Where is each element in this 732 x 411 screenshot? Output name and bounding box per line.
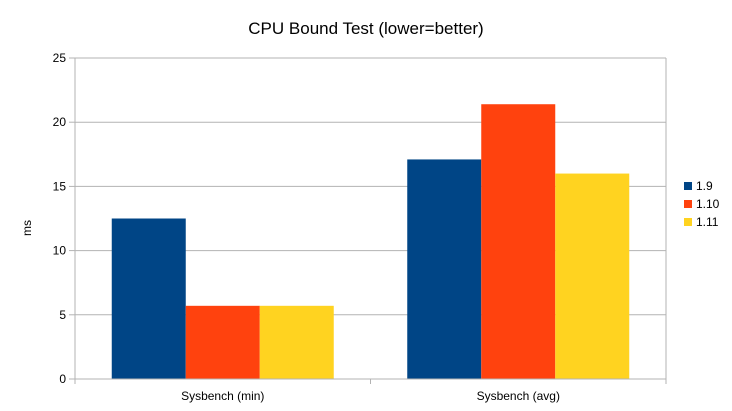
bar-1-10-1 [481,104,556,379]
legend-label: 1.10 [696,197,720,211]
y-tick-label: 20 [53,115,67,129]
x-tick-label: Sysbench (min) [181,389,264,403]
bar-1-11-0 [259,305,334,379]
x-tick-label: Sysbench (avg) [477,389,560,403]
y-axis-label: ms [20,220,34,236]
y-tick-label: 25 [53,51,67,65]
legend-swatch [684,182,692,190]
y-tick-label: 0 [59,372,66,386]
bar-1-11-1 [555,173,630,379]
y-tick-label: 10 [53,244,67,258]
y-axis-ticks: 0 5 10 15 20 25 [53,51,75,386]
bars [111,104,630,379]
bar-1-9-0 [111,218,186,379]
legend-swatch [684,218,692,226]
legend-label: 1.11 [696,215,719,229]
legend: 1.9 1.10 1.11 [684,179,720,229]
bar-1-9-1 [407,159,482,379]
x-axis-ticks: Sysbench (min) Sysbench (avg) [74,379,667,403]
legend-swatch [684,200,692,208]
chart-title: CPU Bound Test (lower=better) [248,19,483,38]
bar-1-10-0 [185,305,260,379]
y-tick-label: 15 [53,179,67,193]
legend-label: 1.9 [696,179,713,193]
y-tick-label: 5 [59,308,66,322]
